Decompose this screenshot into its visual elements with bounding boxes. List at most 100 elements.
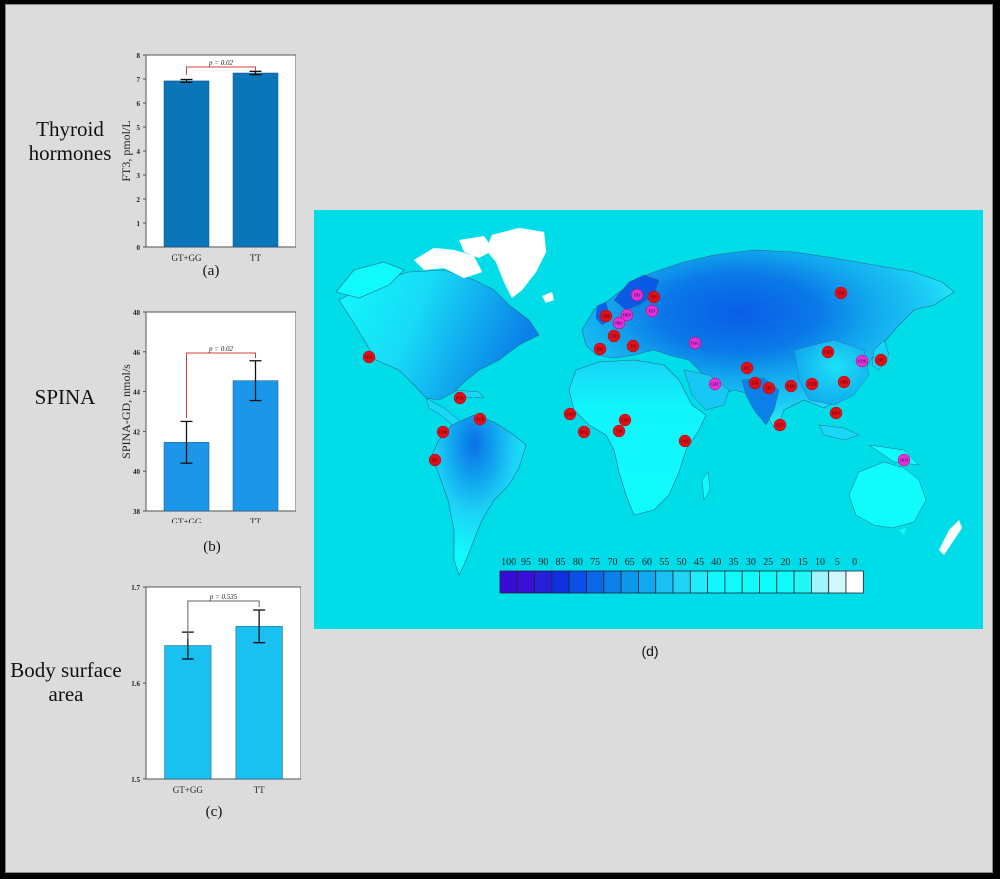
- panel-c-title: Body surface area: [6, 658, 126, 706]
- x-tick-label: GT+GG: [171, 253, 202, 263]
- svg-text:ACB: ACB: [476, 418, 484, 422]
- population-marker: TSI: [626, 339, 640, 353]
- y-tick-label: 38: [133, 508, 141, 516]
- panel-b-label: (b): [203, 539, 221, 555]
- population-marker: STU: [773, 418, 787, 432]
- svg-text:MXL: MXL: [365, 356, 374, 360]
- population-marker: ITU: [762, 381, 776, 395]
- population-marker: GBR: [599, 309, 613, 323]
- significance-bracket: [187, 600, 260, 639]
- population-marker: KOR: [855, 354, 869, 368]
- population-marker: YAK: [834, 286, 848, 300]
- svg-text:YRT: YRT: [633, 294, 641, 298]
- population-marker: PEL: [428, 453, 442, 467]
- significance-bracket: [186, 352, 256, 418]
- y-tick-label: 5: [137, 124, 141, 132]
- population-marker: EST: [645, 304, 659, 318]
- population-marker: PJL: [740, 361, 754, 375]
- legend-swatch: [603, 570, 622, 594]
- bar-chart-c: 1.5 1.6 1.7 GT+GG TT p = 0.535: [131, 584, 301, 795]
- svg-text:YAK: YAK: [837, 292, 845, 296]
- y-axis-label: FT3, pmol/L: [119, 120, 133, 181]
- legend-label: 100: [501, 557, 516, 568]
- svg-text:NBL: NBL: [615, 322, 623, 326]
- legend-swatch: [620, 570, 639, 594]
- population-marker: CDX: [805, 377, 819, 391]
- panel-d-label: (d): [641, 643, 659, 659]
- legend-label: 5: [835, 557, 840, 568]
- svg-text:QAT: QAT: [711, 383, 719, 387]
- legend-swatch: [776, 570, 795, 594]
- svg-text:PJL: PJL: [744, 367, 751, 371]
- figure-frame: Thyroid hormones SPINA Body surface area…: [5, 4, 993, 873]
- panel-a-title: Thyroid hormones: [20, 117, 120, 165]
- legend-label: 10: [815, 557, 825, 568]
- svg-text:DEN: DEN: [623, 314, 631, 318]
- y-tick-label: 2: [137, 196, 141, 204]
- legend-swatch: [499, 570, 518, 594]
- legend-label: 30: [746, 557, 756, 568]
- legend-swatch: [828, 570, 847, 594]
- population-marker: OCN: [897, 453, 911, 467]
- y-tick-label: 7: [137, 76, 141, 84]
- legend-label: 25: [763, 557, 773, 568]
- population-marker: QAT: [708, 377, 722, 391]
- panel-c-title-line2: area: [48, 682, 84, 706]
- svg-text:STU: STU: [776, 424, 783, 428]
- bar-chart-b: 38 40 42 44 46 48 SPINA-GD, nmol/s GT+GG TT p = 0…: [119, 309, 296, 523]
- legend-label: 70: [607, 557, 617, 568]
- legend-label: 75: [590, 557, 600, 568]
- legend-label: 0: [852, 557, 857, 568]
- svg-text:JPT: JPT: [878, 359, 885, 363]
- significance-bracket: [186, 66, 256, 75]
- legend-swatch: [724, 570, 743, 594]
- legend-swatch: [759, 570, 778, 594]
- svg-text:FIN: FIN: [651, 296, 657, 300]
- legend-label: 60: [642, 557, 652, 568]
- legend-swatch: [655, 570, 674, 594]
- y-tick-label: 1.7: [131, 584, 140, 592]
- legend-swatch: [689, 570, 708, 594]
- panel-a-label: (a): [202, 263, 220, 279]
- bar: [232, 380, 279, 512]
- svg-text:EST: EST: [649, 310, 656, 314]
- svg-text:MSL: MSL: [580, 431, 588, 435]
- panel-c-label: (c): [205, 804, 223, 820]
- y-tick-label: 1: [137, 220, 141, 228]
- legend-label: 85: [556, 557, 566, 568]
- svg-text:PEL: PEL: [432, 459, 439, 463]
- population-marker: CEU: [607, 329, 621, 343]
- y-tick-label: 44: [133, 389, 141, 397]
- y-tick-label: 6: [137, 100, 141, 108]
- legend-swatch: [568, 570, 587, 594]
- x-tick-label: GT+GG: [173, 785, 204, 795]
- panel-a-title-line1: Thyroid: [36, 117, 104, 141]
- population-marker: ACB: [473, 412, 487, 426]
- svg-text:BEB: BEB: [787, 385, 795, 389]
- population-marker: FIN: [647, 290, 661, 304]
- panel-c-title-line1: Body surface: [10, 658, 122, 682]
- svg-text:TSI: TSI: [630, 345, 636, 349]
- svg-text:CEU: CEU: [610, 335, 618, 339]
- legend-label: 90: [538, 557, 548, 568]
- bar: [164, 645, 212, 780]
- population-markers: YAK MXL PUR ACB CLM PEL GBR FIN CEU IBS TSI GWD MSL E…: [362, 286, 911, 467]
- legend-swatch: [793, 570, 812, 594]
- world-map: YAK MXL PUR ACB CLM PEL GBR FIN CEU IBS TSI GWD MSL E…: [314, 210, 983, 629]
- y-tick-label: 0: [137, 244, 141, 252]
- svg-text:DAG: DAG: [691, 342, 699, 346]
- p-value-annotation: p = 0.535: [209, 593, 238, 601]
- south-america: [431, 414, 527, 576]
- y-tick-label: 48: [133, 309, 141, 317]
- y-tick-label: 4: [137, 148, 141, 156]
- x-tick-label: TT: [250, 517, 261, 523]
- legend-swatch: [637, 570, 657, 594]
- legend-swatch: [534, 570, 553, 594]
- svg-text:IBS: IBS: [597, 348, 603, 352]
- bar: [232, 72, 279, 248]
- svg-text:GBR: GBR: [602, 315, 610, 319]
- population-marker: MXL: [362, 350, 376, 364]
- population-marker: NBL: [612, 316, 626, 330]
- svg-text:CDX: CDX: [808, 383, 816, 387]
- y-tick-label: 40: [133, 468, 141, 476]
